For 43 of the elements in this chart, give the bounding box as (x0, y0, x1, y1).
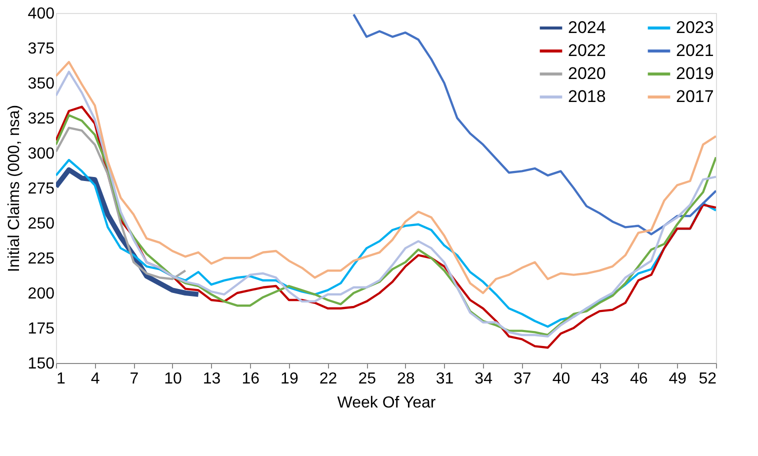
x-tick-label: 19 (280, 370, 298, 388)
y-tick-label: 225 (28, 250, 55, 268)
x-tick-label: 25 (358, 370, 376, 388)
y-tick-label: 350 (28, 76, 55, 92)
y-tick-label: 150 (28, 356, 55, 372)
x-tick-label: 34 (474, 370, 493, 388)
x-tick-label: 46 (630, 370, 648, 388)
legend-label: 2017 (676, 87, 714, 106)
x-tick-label: 22 (319, 370, 338, 388)
x-tick-label: 7 (130, 370, 139, 388)
y-tick-label: 175 (28, 320, 55, 338)
y-tick-label: 250 (28, 216, 55, 232)
legend-label: 2018 (568, 87, 606, 106)
x-tick-label: 37 (513, 370, 532, 388)
x-tick-label: 40 (552, 370, 570, 388)
line-series (56, 158, 716, 328)
x-tick-label: 4 (90, 370, 100, 388)
x-tick-label: 43 (591, 370, 610, 388)
x-tick-label: 10 (164, 370, 182, 388)
x-tick-label: 28 (397, 370, 415, 388)
legend-label: 2024 (568, 18, 606, 37)
line-series (56, 126, 187, 280)
y-tick-label: 200 (28, 286, 55, 302)
y-tick-label: 275 (28, 180, 55, 198)
legend-label: 2023 (676, 18, 714, 37)
y-tick-label: 300 (28, 146, 55, 162)
x-tick-label: 52 (698, 370, 717, 388)
y-tick-label: 400 (28, 6, 55, 22)
y-tick-label: 375 (28, 40, 55, 58)
line-series (56, 60, 716, 294)
x-tick-label: 1 (56, 370, 66, 388)
x-tick-label: 13 (202, 370, 221, 388)
legend-label: 2020 (568, 64, 606, 83)
x-axis-title: Week Of Year (337, 394, 436, 412)
legend-label: 2022 (568, 41, 606, 60)
x-tick-label: 49 (668, 370, 687, 388)
line-series (352, 13, 716, 236)
y-axis-title: Initial Claims (000, nsa) (6, 104, 23, 272)
y-tick-label: 325 (28, 110, 55, 128)
x-tick-label: 31 (436, 370, 454, 388)
legend-label: 2019 (676, 64, 714, 83)
legend-label: 2021 (676, 41, 714, 60)
x-tick-label: 16 (242, 370, 260, 388)
